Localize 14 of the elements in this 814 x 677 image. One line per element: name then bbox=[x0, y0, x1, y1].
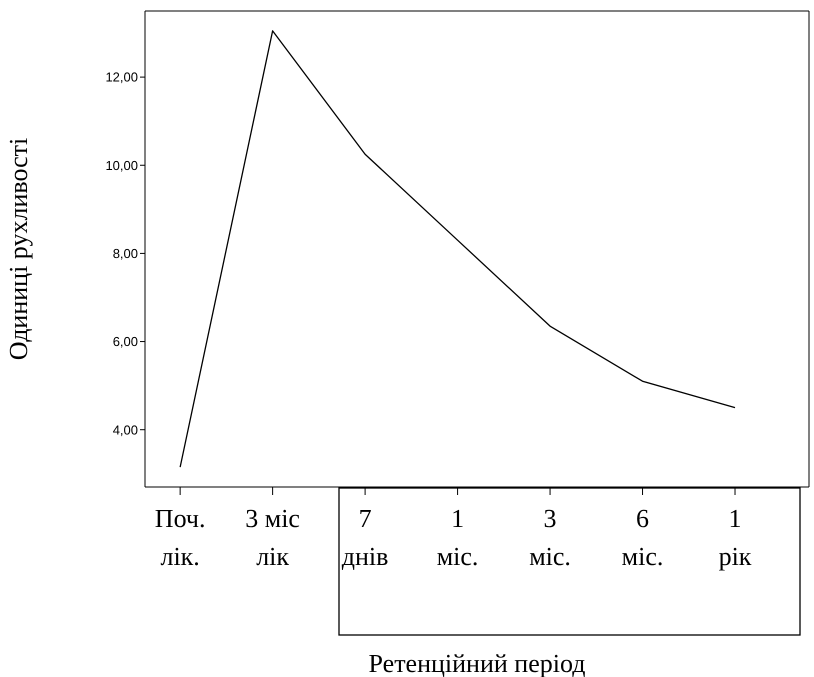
x-tick-label: 1 рік bbox=[718, 504, 752, 571]
y-tick-label: 6,00 bbox=[112, 334, 138, 350]
y-axis-title: Одиниці рухливості bbox=[4, 138, 34, 360]
x-tick-label: 3 міс. bbox=[529, 504, 571, 571]
y-tick-label: 10,00 bbox=[105, 158, 138, 173]
x-tick-label: Поч. лік. bbox=[154, 504, 206, 571]
x-tick-label: 3 міс лік bbox=[245, 504, 300, 571]
y-tick-label: 4,00 bbox=[112, 422, 138, 438]
x-tick-label: 1 міс. bbox=[436, 504, 478, 571]
y-tick-label: 8,00 bbox=[112, 246, 138, 262]
line-series bbox=[179, 30, 736, 468]
x-tick-label: 6 міс. bbox=[622, 504, 664, 571]
y-tick-label: 12,00 bbox=[105, 70, 138, 85]
x-tick-label: 7 днів bbox=[342, 504, 388, 571]
